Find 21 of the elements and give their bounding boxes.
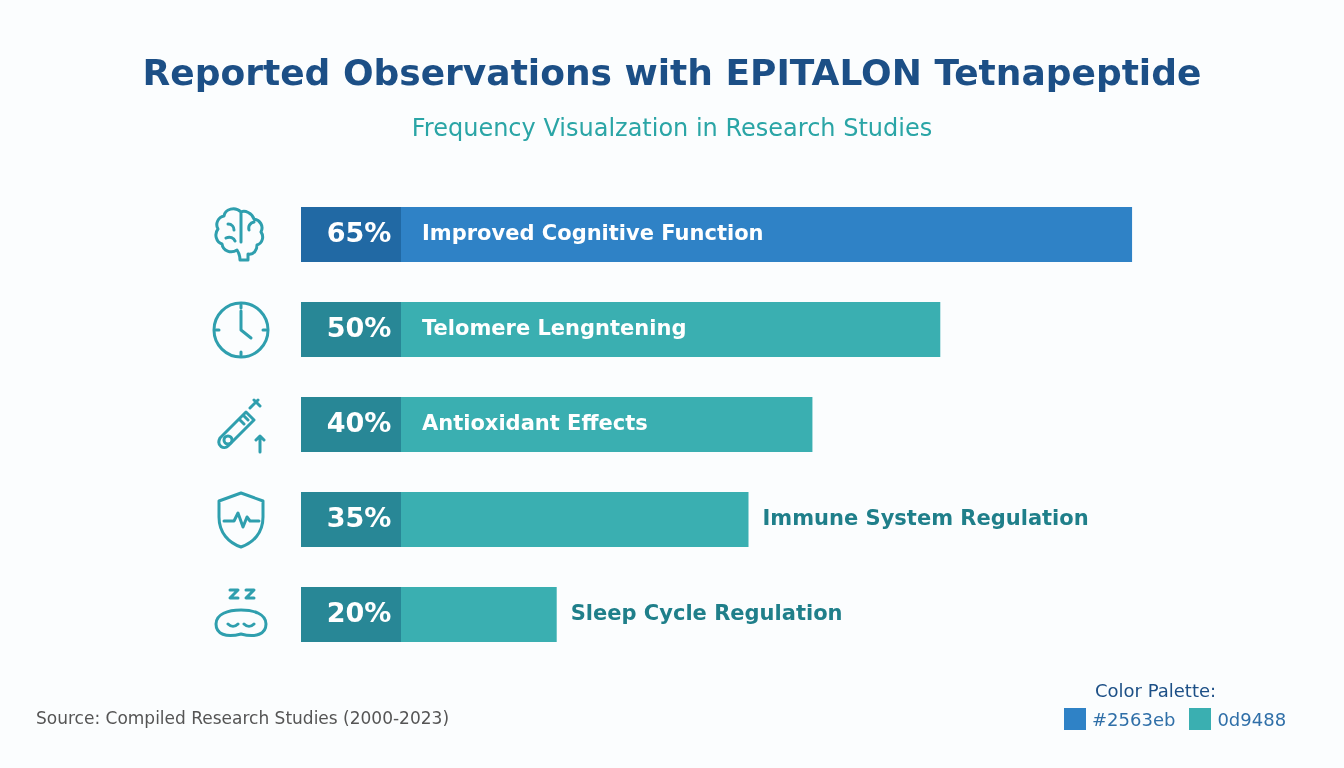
data-label: 40% <box>326 406 392 438</box>
bar <box>301 301 941 358</box>
y-tick-label: Antioxidant Effects <box>422 410 648 435</box>
source-note: Source: Compiled Research Studies (2000-2023) <box>36 708 450 728</box>
chart-title: Reported Observations with EPITALON Tetnapeptide <box>141 52 1203 93</box>
bar <box>301 586 557 643</box>
text: 0d9488 <box>1217 708 1287 730</box>
y-tick-label: Improved Cognitive Function <box>422 220 764 245</box>
bar <box>301 491 749 548</box>
data-label: 20% <box>326 596 392 628</box>
bar <box>301 206 1133 263</box>
text: Color Palette: <box>1095 680 1217 701</box>
y-tick-label: Telomere Lengntening <box>422 315 687 340</box>
chart-subtitle: Frequency Visualzation in Research Studies <box>410 114 934 142</box>
y-tick-label: Sleep Cycle Regulation <box>570 600 843 625</box>
data-label: 65% <box>326 216 392 248</box>
data-label: 35% <box>326 501 392 533</box>
bar <box>301 396 813 453</box>
data-label: 50% <box>326 311 392 343</box>
y-tick-label: Immune System Regulation <box>762 505 1089 530</box>
text: #2563eb <box>1092 708 1176 730</box>
